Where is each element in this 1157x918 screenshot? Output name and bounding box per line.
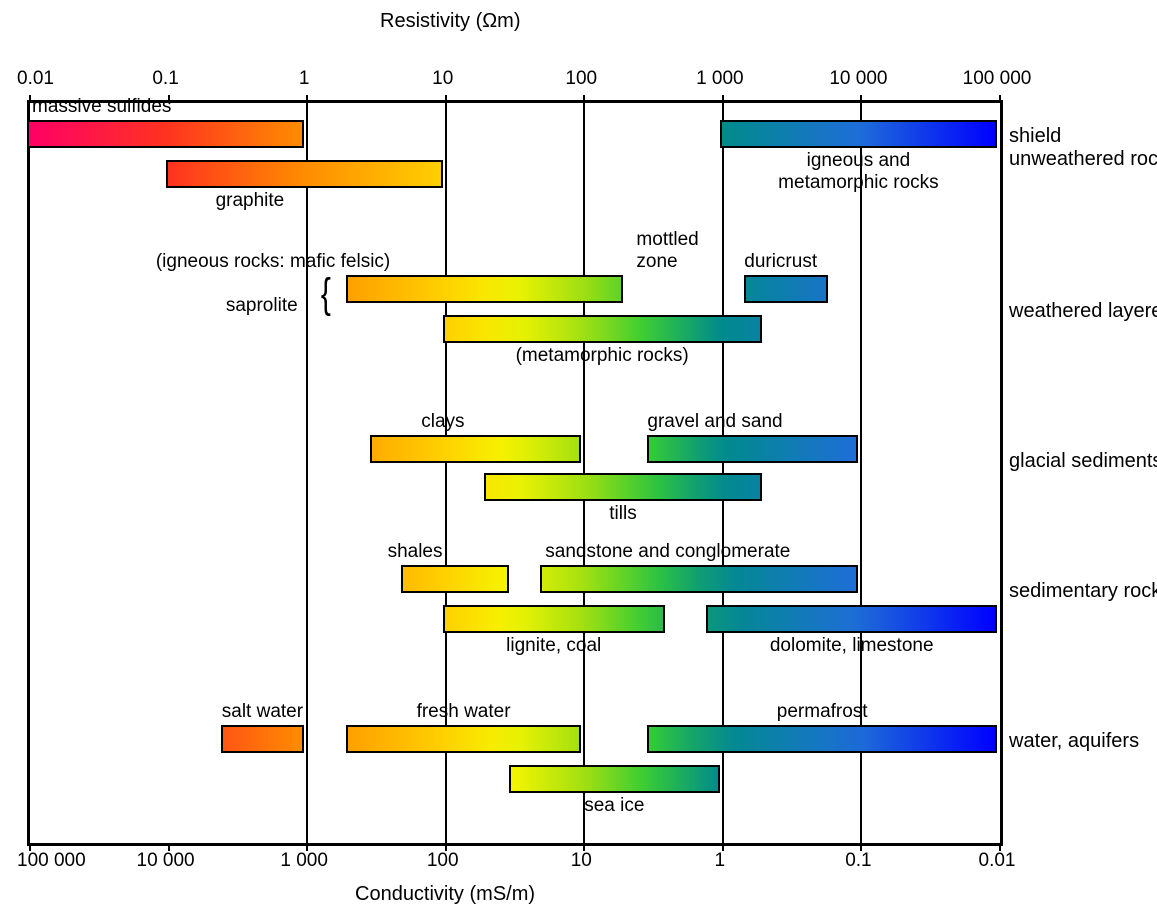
dolomite-limestone-bar	[706, 605, 997, 633]
lignite-coal-bar	[443, 605, 665, 633]
tills-bar	[484, 473, 761, 501]
tills-label: tills	[473, 503, 773, 525]
saprolite-igneous-label: (igneous rocks: mafic felsic)	[156, 251, 656, 273]
igneous-metamorphic-bar	[720, 120, 997, 148]
tick	[722, 95, 724, 103]
bottom-tick-label: 10 000	[116, 850, 216, 872]
clays-bar	[370, 435, 581, 463]
saprolite-meta-label: (metamorphic rocks)	[452, 345, 752, 367]
bottom-tick-label: 0.1	[808, 850, 908, 872]
bottom-axis-title: Conductivity (mS/m)	[355, 883, 535, 906]
tick	[860, 95, 862, 103]
sea-ice-bar	[509, 765, 720, 793]
permafrost-label: permafrost	[672, 701, 972, 723]
bottom-tick-label: 1 000	[254, 850, 354, 872]
tick	[999, 95, 1001, 103]
dolomite-limestone-label: dolomite, limestone	[702, 635, 1002, 657]
gravel-sand-label: gravel and sand	[647, 411, 897, 433]
resistivity-chart: Resistivity (Ωm) Conductivity (mS/m) 0.0…	[10, 10, 1147, 908]
tick	[29, 95, 31, 103]
top-tick-label: 100	[531, 68, 631, 90]
bottom-tick-label: 10	[531, 850, 631, 872]
saprolite-igneous-bar	[346, 275, 623, 303]
top-tick-label: 1 000	[670, 68, 770, 90]
clays-label: clays	[421, 411, 521, 433]
graphite-bar	[166, 160, 443, 188]
duricrust-label: duricrust	[744, 251, 894, 273]
top-tick-label: 0.1	[116, 68, 216, 90]
mottled-zone-label: mottledzone	[636, 229, 756, 273]
top-axis-title: Resistivity (Ωm)	[380, 10, 521, 33]
fresh-water-bar	[346, 725, 581, 753]
lignite-coal-label: lignite, coal	[404, 635, 704, 657]
sandstone-label: sandstone and conglomerate	[545, 541, 945, 563]
salt-water-bar	[221, 725, 304, 753]
category-label: water, aquifers	[1009, 730, 1139, 753]
shales-label: shales	[388, 541, 488, 563]
permafrost-bar	[647, 725, 997, 753]
fresh-water-label: fresh water	[314, 701, 614, 723]
top-tick-label: 10 000	[808, 68, 908, 90]
sea-ice-label: sea ice	[464, 795, 764, 817]
saprolite-brace: {	[321, 274, 331, 316]
bottom-tick-label: 1	[670, 850, 770, 872]
top-tick-label: 100 000	[947, 68, 1047, 90]
gridline	[306, 103, 308, 843]
category-label: glacial sediments	[1009, 450, 1157, 473]
tick	[445, 95, 447, 103]
tick	[306, 95, 308, 103]
bottom-tick-label: 0.01	[947, 850, 1047, 872]
category-label: weathered layered	[1009, 300, 1157, 323]
shales-bar	[401, 565, 509, 593]
duricrust-bar	[744, 275, 827, 303]
top-tick-label: 1	[254, 68, 354, 90]
top-tick-label: 10	[393, 68, 493, 90]
bottom-tick-label: 100	[393, 850, 493, 872]
category-label: shieldunweathered rocks	[1009, 125, 1157, 171]
tick	[583, 95, 585, 103]
graphite-label: graphite	[216, 190, 416, 212]
igneous-metamorphic-label: igneous andmetamorphic rocks	[708, 150, 1008, 194]
gravel-sand-bar	[647, 435, 858, 463]
bottom-tick-label: 100 000	[17, 850, 117, 872]
massive-sulfides-label: massive sulfides	[32, 96, 282, 118]
sandstone-bar	[540, 565, 859, 593]
massive-sulfides-bar	[27, 120, 304, 148]
top-tick-label: 0.01	[17, 68, 117, 90]
category-label: sedimentary rocks	[1009, 580, 1157, 603]
saprolite-meta-bar	[443, 315, 762, 343]
